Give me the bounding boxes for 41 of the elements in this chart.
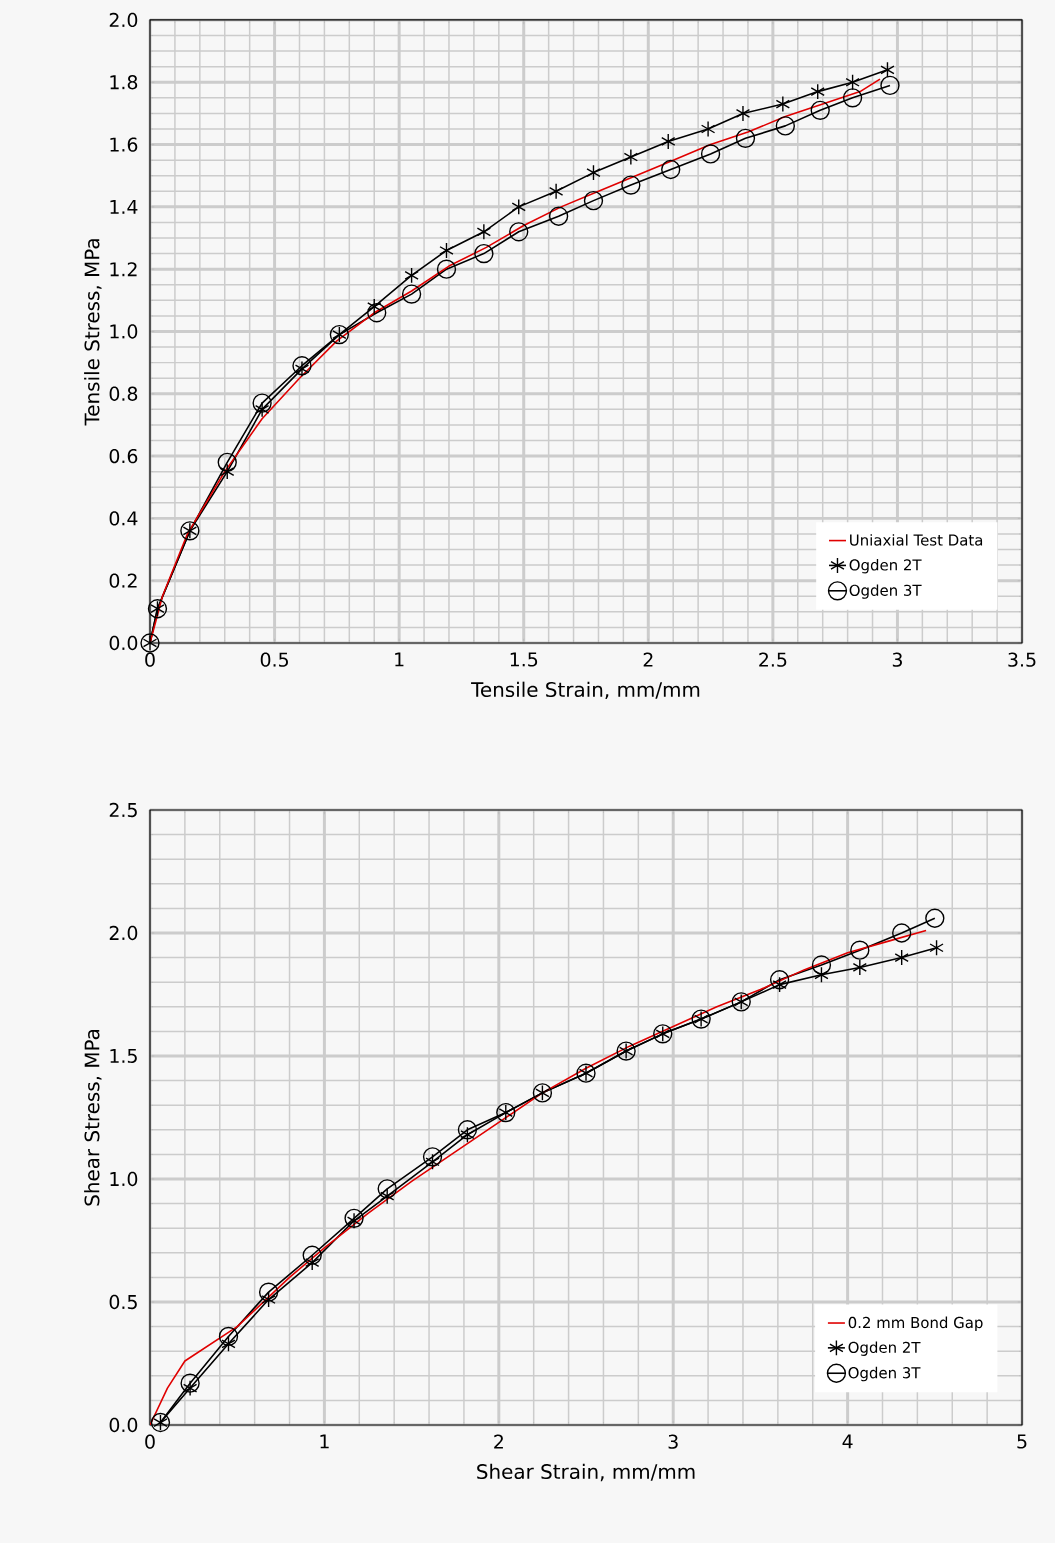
legend-label: Uniaxial Test Data	[850, 534, 983, 546]
y-tick-label: 1.4	[110, 199, 138, 214]
y-tick-label: 1.2	[110, 262, 137, 277]
y-tick-label: 0.2	[109, 573, 137, 588]
legend-label: Ogden 2T	[849, 559, 922, 574]
x-axis-title: Tensile Strain, mm/mm	[471, 681, 700, 700]
x-tick-label: 5	[1017, 1434, 1027, 1449]
x-tick-label: 2	[494, 1434, 503, 1449]
legend-label: Ogden 2T	[848, 1341, 921, 1356]
y-tick-label: 1.8	[110, 75, 138, 90]
y-tick-label: 1.0	[110, 1171, 138, 1187]
y-tick-label: 0.5	[109, 1294, 137, 1310]
x-tick-label: 0	[145, 1434, 155, 1449]
legend-label: Ogden 3T	[849, 584, 922, 599]
legend-label: 0.2 mm Bond Gap	[848, 1316, 983, 1332]
y-axis-title: Tensile Stress, MPa	[84, 239, 102, 426]
x-tick-label: 2.5	[759, 652, 787, 667]
y-tick-label: 2.0	[109, 12, 138, 28]
x-tick-label: 4	[842, 1434, 853, 1449]
x-tick-label: 0.5	[260, 652, 288, 667]
x-tick-label: 3	[668, 1434, 678, 1449]
y-tick-label: 2.5	[109, 802, 137, 818]
x-tick-label: 0	[145, 652, 155, 667]
y-tick-label: 1.5	[110, 1048, 137, 1064]
y-tick-label: 0.6	[109, 448, 138, 464]
y-tick-label: 0.0	[109, 1417, 138, 1433]
y-tick-label: 1.6	[110, 137, 138, 152]
x-tick-label: 2	[643, 652, 653, 667]
y-tick-label: 0.0	[109, 635, 138, 651]
y-tick-label: 0.8	[109, 386, 138, 401]
x-tick-label: 1	[320, 1434, 329, 1449]
x-tick-label: 3	[892, 652, 902, 667]
y-tick-label: 2.0	[109, 925, 138, 941]
x-axis-title: Shear Strain, mm/mm	[477, 1463, 695, 1482]
x-tick-label: 1	[395, 652, 404, 667]
y-tick-label: 0.4	[109, 511, 138, 526]
x-tick-label: 3.5	[1008, 652, 1036, 667]
y-tick-label: 1.0	[110, 324, 138, 339]
legend-label: Ogden 3T	[848, 1366, 921, 1382]
x-tick-label: 1.5	[510, 652, 538, 667]
y-axis-title: Shear Stress, MPa	[84, 1029, 102, 1206]
